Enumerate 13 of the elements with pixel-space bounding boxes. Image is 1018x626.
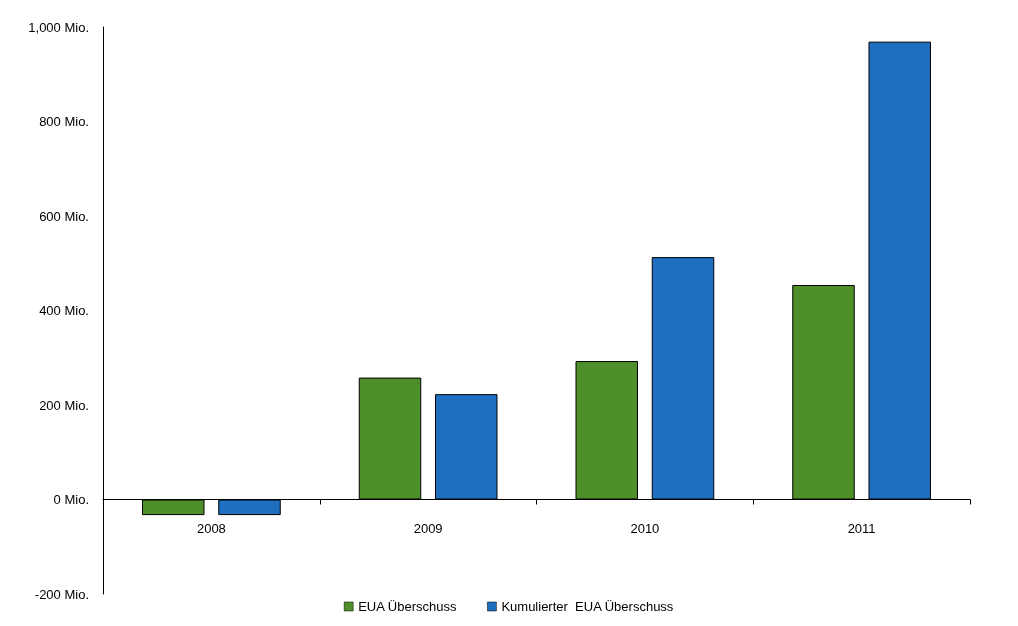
x-tick-label: 2010: [630, 520, 660, 536]
legend-label: EUA Überschuss: [358, 599, 457, 614]
x-tick-label: 2011: [847, 520, 876, 536]
y-tick-label: 200 Mio.: [39, 397, 89, 413]
y-tick-label: 400 Mio.: [39, 303, 89, 318]
y-tick-label: -200 Mio.: [34, 586, 89, 602]
y-tick-label: 800 Mio.: [39, 114, 89, 129]
y-tick-label: 600 Mio.: [39, 208, 89, 224]
y-tick-label: 1,000 Mio.: [28, 19, 89, 35]
x-tick-label: 2009: [413, 520, 443, 536]
x-tick-label: 2008: [196, 520, 226, 536]
y-tick-label: 0 Mio.: [53, 492, 89, 507]
legend-label: Kumulierter EUA Überschuss: [501, 599, 674, 614]
